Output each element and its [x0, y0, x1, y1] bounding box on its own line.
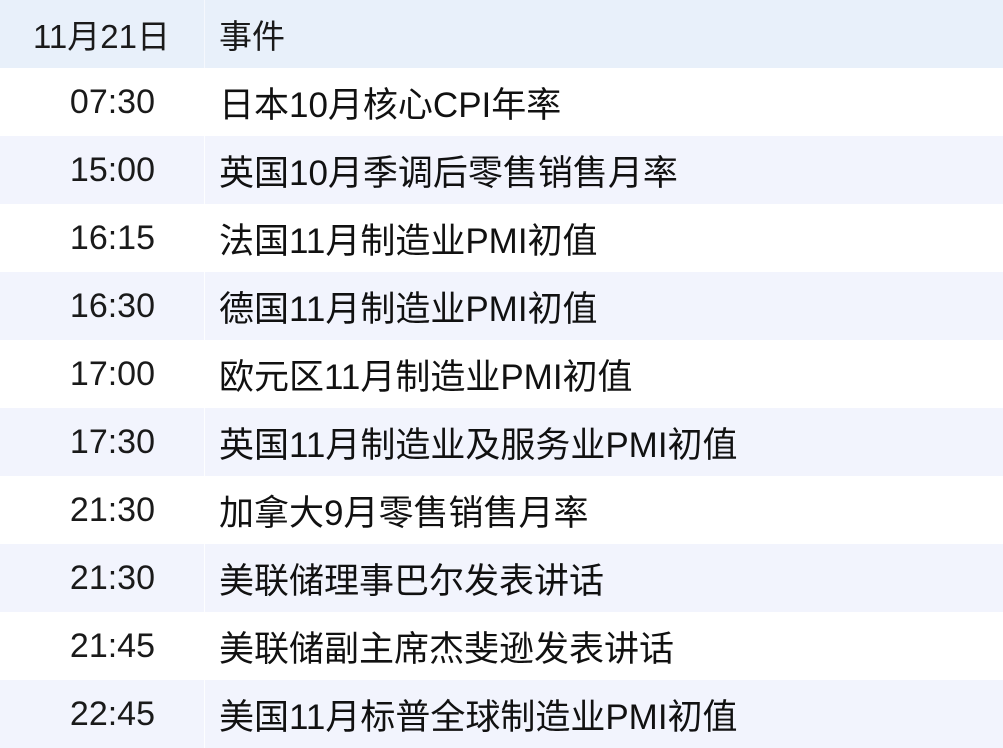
header-row: 11月21日 事件: [0, 0, 1003, 68]
event-name: 日本10月核心CPI年率: [219, 85, 562, 125]
column-header-event: 事件: [219, 18, 285, 55]
event-name: 美国11月标普全球制造业PMI初值: [219, 697, 738, 737]
event-name: 加拿大9月零售销售月率: [219, 493, 589, 533]
event-time: 21:30: [0, 476, 205, 544]
event-time: 22:45: [0, 680, 205, 748]
table-row[interactable]: 17:30 英国11月制造业及服务业PMI初值: [0, 408, 1003, 476]
event-time: 07:30: [0, 68, 205, 136]
event-time: 21:45: [0, 612, 205, 680]
table-row[interactable]: 16:15 法国11月制造业PMI初值: [0, 204, 1003, 272]
event-name: 欧元区11月制造业PMI初值: [219, 357, 633, 397]
event-time: 15:00: [0, 136, 205, 204]
table-row[interactable]: 21:30 美联储理事巴尔发表讲话: [0, 544, 1003, 612]
event-name: 英国11月制造业及服务业PMI初值: [219, 425, 738, 465]
table-row[interactable]: 17:00 欧元区11月制造业PMI初值: [0, 340, 1003, 408]
event-name: 英国10月季调后零售销售月率: [219, 153, 678, 193]
event-time: 16:30: [0, 272, 205, 340]
event-time: 21:30: [0, 544, 205, 612]
event-name: 法国11月制造业PMI初值: [219, 221, 598, 261]
column-header-date: 11月21日: [0, 0, 205, 68]
table-row[interactable]: 16:30 德国11月制造业PMI初值: [0, 272, 1003, 340]
table-row[interactable]: 21:30 加拿大9月零售销售月率: [0, 476, 1003, 544]
table-body: 07:30 日本10月核心CPI年率 15:00 英国10月季调后零售销售月率 16:1…: [0, 68, 1003, 748]
event-time: 16:15: [0, 204, 205, 272]
table-row[interactable]: 15:00 英国10月季调后零售销售月率: [0, 136, 1003, 204]
event-name: 美联储理事巴尔发表讲话: [219, 561, 605, 601]
event-time: 17:00: [0, 340, 205, 408]
table-row[interactable]: 22:45 美国11月标普全球制造业PMI初值: [0, 680, 1003, 748]
table-header: 11月21日 事件: [0, 0, 1003, 68]
event-time: 17:30: [0, 408, 205, 476]
table-row[interactable]: 21:45 美联储副主席杰斐逊发表讲话: [0, 612, 1003, 680]
table-row[interactable]: 07:30 日本10月核心CPI年率: [0, 68, 1003, 136]
event-name: 美联储副主席杰斐逊发表讲话: [219, 629, 675, 669]
event-name: 德国11月制造业PMI初值: [219, 289, 598, 329]
